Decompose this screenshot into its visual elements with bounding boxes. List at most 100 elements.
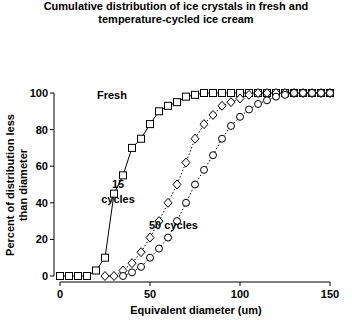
point bbox=[327, 90, 334, 97]
point bbox=[218, 101, 226, 110]
point bbox=[273, 93, 280, 100]
y-label-group: Percent of distribution lessthan diamete… bbox=[4, 114, 29, 256]
point bbox=[228, 90, 235, 97]
title-line: Cumulative distribution of ice crystals … bbox=[44, 0, 309, 12]
point bbox=[317, 89, 325, 98]
point bbox=[183, 199, 190, 206]
point bbox=[318, 90, 325, 97]
point bbox=[165, 102, 172, 109]
point bbox=[228, 122, 235, 129]
point bbox=[200, 120, 208, 129]
series-line bbox=[105, 93, 330, 276]
point bbox=[146, 233, 154, 242]
y-tick-label: 20 bbox=[36, 233, 48, 245]
series-line bbox=[123, 93, 330, 276]
point bbox=[147, 254, 154, 261]
y-tick bbox=[50, 129, 54, 130]
series-label-line: cycles bbox=[101, 193, 135, 205]
point bbox=[300, 90, 307, 97]
point bbox=[102, 254, 109, 261]
point bbox=[182, 158, 190, 167]
point bbox=[308, 89, 316, 98]
point bbox=[263, 89, 271, 98]
point bbox=[255, 100, 262, 107]
x-tick-label: 0 bbox=[57, 288, 63, 300]
point bbox=[165, 234, 172, 241]
point bbox=[245, 90, 253, 99]
point bbox=[128, 259, 136, 268]
y-tick bbox=[50, 276, 54, 277]
series-2 bbox=[120, 90, 334, 280]
point bbox=[93, 267, 100, 274]
point bbox=[66, 273, 73, 280]
x-tick bbox=[150, 282, 151, 286]
x-tick-label: 50 bbox=[144, 288, 156, 300]
x-axis-line bbox=[60, 282, 330, 283]
point bbox=[164, 198, 172, 207]
series-label: 15 cycles bbox=[101, 178, 135, 205]
point bbox=[318, 90, 325, 97]
point bbox=[309, 90, 316, 97]
series-0 bbox=[57, 90, 334, 280]
point bbox=[101, 272, 109, 281]
x-tick-label: 100 bbox=[231, 288, 249, 300]
point bbox=[326, 89, 334, 98]
point bbox=[147, 121, 154, 128]
point bbox=[183, 93, 190, 100]
point bbox=[264, 97, 271, 104]
series-label-line: 50 cycles bbox=[149, 219, 198, 231]
series-label: 50 cycles bbox=[149, 219, 198, 231]
y-tick-label: 80 bbox=[36, 124, 48, 136]
point bbox=[281, 89, 289, 98]
x-tick bbox=[240, 282, 241, 286]
point bbox=[192, 181, 199, 188]
point bbox=[290, 89, 298, 98]
point bbox=[129, 269, 136, 276]
y-axis-label-line: than diameter bbox=[17, 148, 29, 221]
point bbox=[227, 98, 235, 107]
point bbox=[236, 94, 244, 103]
plot-area bbox=[57, 89, 335, 281]
x-tick-label: 150 bbox=[321, 288, 339, 300]
point bbox=[219, 90, 226, 97]
title: Cumulative distribution of ice crystals … bbox=[44, 0, 309, 25]
x-tick bbox=[330, 282, 331, 286]
series-label-line: Fresh bbox=[97, 89, 127, 101]
point bbox=[300, 90, 307, 97]
point bbox=[210, 90, 217, 97]
point bbox=[309, 90, 316, 97]
point bbox=[156, 108, 163, 115]
point bbox=[246, 106, 253, 113]
point bbox=[209, 110, 217, 119]
point bbox=[201, 166, 208, 173]
series-1 bbox=[101, 89, 334, 281]
point bbox=[255, 90, 262, 97]
point bbox=[299, 89, 307, 98]
point bbox=[291, 90, 298, 97]
series-line bbox=[60, 93, 330, 276]
y-tick bbox=[50, 239, 54, 240]
point bbox=[57, 273, 64, 280]
y-axis-line bbox=[54, 93, 55, 276]
point bbox=[75, 273, 82, 280]
point bbox=[129, 144, 136, 151]
point bbox=[291, 90, 298, 97]
title-line: temperature-cycled ice cream bbox=[98, 13, 254, 25]
point bbox=[138, 263, 145, 270]
point bbox=[173, 180, 181, 189]
y-axis-label: Percent of distribution lessthan diamete… bbox=[4, 114, 29, 256]
point bbox=[174, 99, 181, 106]
x-axis-label: Equivalent diameter (um) bbox=[130, 304, 262, 316]
y-tick-label: 100 bbox=[30, 87, 48, 99]
y-tick bbox=[50, 166, 54, 167]
point bbox=[201, 90, 208, 97]
point bbox=[120, 273, 127, 280]
point bbox=[282, 91, 289, 98]
point bbox=[84, 273, 91, 280]
y-tick bbox=[50, 202, 54, 203]
series-label: Fresh bbox=[97, 89, 127, 101]
point bbox=[264, 90, 271, 97]
series-label-line: 15 bbox=[112, 178, 124, 190]
point bbox=[192, 91, 199, 98]
point bbox=[254, 89, 262, 98]
